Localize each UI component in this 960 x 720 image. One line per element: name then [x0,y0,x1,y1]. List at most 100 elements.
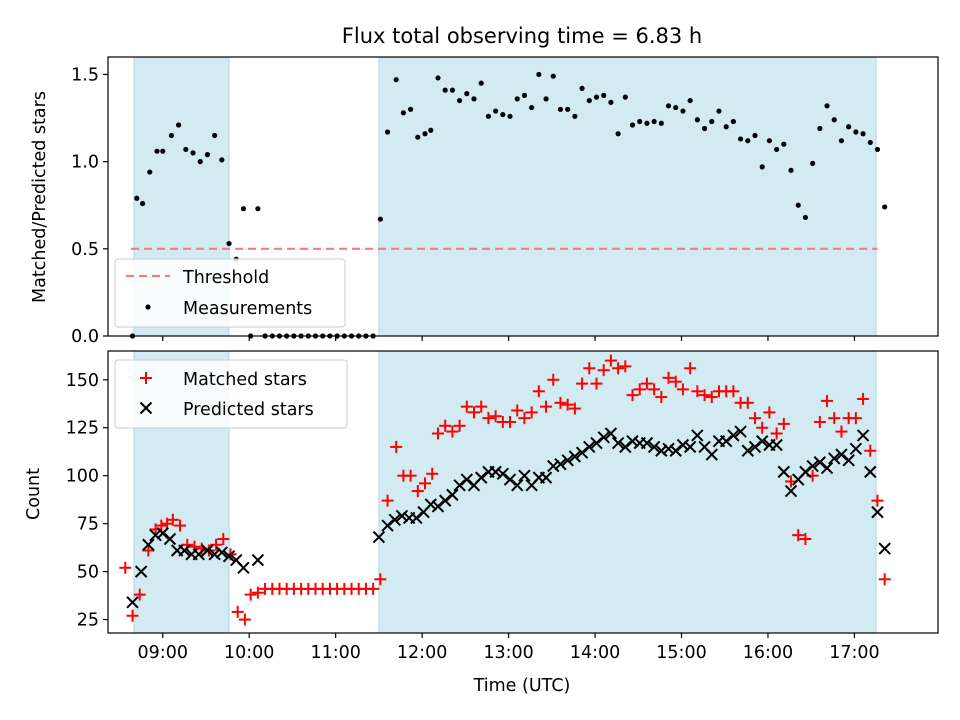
bottom-y-tick-label: 75 [77,515,99,535]
measurement-point [521,92,528,98]
measurement-point [867,139,873,146]
predicted-point [539,471,553,484]
matched-point [576,377,589,390]
predicted-point [460,473,474,486]
measurement-point [536,71,542,78]
predicted-point-b [163,532,177,546]
bottom-x-tick-label: 16:00 [743,643,793,663]
predicted-point-b [178,544,191,557]
predicted-point-b [539,471,553,484]
legend-measurements-label: Measurements [183,299,312,319]
predicted-point [251,553,265,567]
predicted-point [755,434,769,448]
matched-point [525,406,538,419]
measurement-point [716,108,722,114]
matched-point [655,391,668,404]
measurement-point [400,110,406,116]
bottom-x-tick-label: 15:00 [656,643,706,663]
predicted-point [813,456,827,469]
predicted-point [864,465,877,479]
predicted-point [568,450,582,463]
legend-matched-swatch [140,372,152,384]
predicted-point [446,488,459,502]
matched-point [453,419,466,432]
measurement-point [831,117,837,123]
matched-point [583,362,596,375]
measurement-point [593,94,600,100]
predicted-point [192,548,205,561]
measurement-point [629,122,636,128]
matched-point [561,398,574,411]
measurement-point [810,160,816,166]
predicted-point [727,429,740,442]
top-shaded-intervals [133,56,877,337]
predicted-point [856,429,870,442]
matched-point [166,513,179,526]
predicted-point [806,459,819,473]
matched-point [857,392,870,405]
measurement-point [176,122,182,128]
predicted-point [669,444,682,457]
matched-point [727,385,740,398]
matched-point [404,469,417,482]
legend-matched-label: Matched stars [183,370,307,390]
matched-point [251,586,264,599]
predicted-point-b [424,498,437,511]
predicted-point [777,465,791,479]
predicted-point-b [460,473,474,486]
matched-point [468,406,481,419]
predicted-point [705,448,718,461]
figure-title: Flux total observing time = 6.83 h [342,24,702,48]
measurement-point [565,106,571,112]
measurement-point [449,87,455,93]
predicted-point [475,471,488,484]
bottom-y-ticks: 25 50 75 100 125 150 [66,371,108,631]
predicted-point-b [784,484,798,498]
matched-point [202,544,215,557]
measurement-point [795,202,801,208]
predicted-point-b [864,465,877,479]
predicted-point [734,425,747,438]
predicted-point-b [503,473,517,486]
predicted-point-b [251,553,265,567]
predicted-point-b [770,438,783,452]
predicted-point-b [676,438,690,452]
predicted-point-b [489,465,502,479]
measurement-point [393,77,399,83]
predicted-point-b [604,427,618,440]
measurement-point [846,124,852,130]
matched-point [612,362,625,375]
predicted-point [518,469,531,482]
predicted-point [619,440,632,454]
predicted-point-b [475,471,488,484]
measurement-point [456,97,463,104]
predicted-point [842,454,855,467]
predicted-point [655,444,668,457]
matched-point [648,383,661,396]
predicted-point-b [799,465,812,479]
matched-points [119,354,891,626]
predicted-point [503,473,517,486]
measurement-point [485,113,492,119]
predicted-point [142,538,155,551]
measurement-point [212,132,218,139]
matched-point [770,427,783,440]
matched-point [446,425,459,438]
matched-point [821,394,834,407]
predicted-point-b [192,548,205,561]
predicted-point [372,530,386,544]
measurement-point [774,146,780,153]
measurement-point [644,120,650,126]
measurement-point [550,73,556,79]
predicted-point-b [431,500,445,513]
matched-point [367,582,380,595]
predicted-point [575,446,589,459]
predicted-point [647,440,661,454]
predicted-point-b [820,461,834,475]
matched-point [426,467,439,480]
predicted-point [222,550,236,563]
measurement-point [687,97,693,104]
measurement-point [154,148,160,154]
bottom-legend: Matched stars Predicted stars [114,359,348,429]
